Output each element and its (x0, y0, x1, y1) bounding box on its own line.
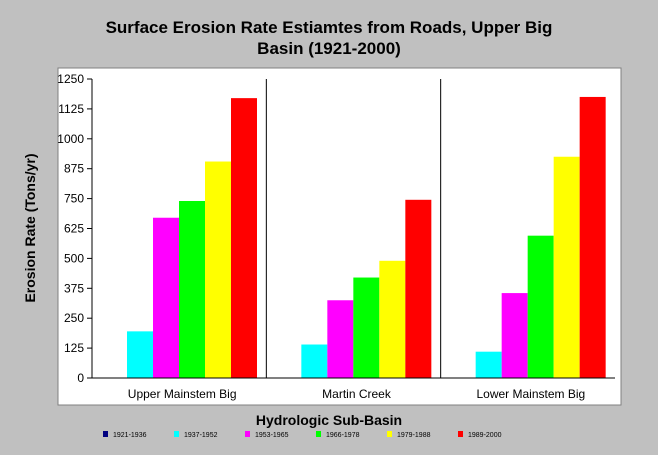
legend-swatch (174, 431, 179, 437)
bar (179, 200, 205, 378)
bar (553, 156, 580, 378)
legend-swatch (245, 431, 250, 437)
bar (579, 96, 606, 378)
bar (405, 199, 432, 378)
y-tick-label: 625 (64, 222, 84, 236)
y-tick-label: 875 (64, 162, 84, 176)
bar (153, 217, 179, 378)
y-tick-label: 1000 (57, 132, 84, 146)
legend-label: 1921-1936 (113, 432, 147, 439)
x-axis-title: Hydrologic Sub-Basin (256, 412, 402, 428)
y-tick-label: 125 (64, 341, 84, 355)
x-category-label: Lower Mainstem Big (476, 387, 585, 401)
legend-label: 1979-1988 (397, 432, 431, 439)
y-tick-label: 1250 (57, 72, 84, 86)
bar (527, 235, 554, 378)
bar (475, 351, 502, 378)
y-tick-label: 500 (64, 251, 84, 265)
y-tick-label: 1125 (58, 102, 84, 116)
bars-group (127, 96, 606, 379)
x-axis: Upper Mainstem Big Martin Creek Lower Main… (92, 79, 615, 401)
legend: 1921-1936 1937-1952 1953-1965 1966-1978 1979… (103, 431, 502, 439)
y-axis: 0 125 250 375 500 625 750 875 1000 1125 1250 (57, 72, 93, 385)
y-tick-label: 375 (64, 281, 84, 295)
chart-title-line2: Basin (1921-2000) (257, 39, 401, 58)
y-tick-label: 750 (64, 192, 84, 206)
legend-label: 1989-2000 (468, 432, 502, 439)
bar (353, 277, 380, 378)
bar (327, 300, 354, 378)
bar (501, 293, 528, 378)
legend-label: 1937-1952 (184, 432, 218, 439)
x-category-label: Martin Creek (322, 387, 392, 401)
legend-swatch (387, 431, 392, 437)
legend-swatch (458, 431, 463, 437)
bar (379, 260, 406, 378)
chart-title-line1: Surface Erosion Rate Estiamtes from Road… (106, 18, 553, 37)
bar (231, 98, 257, 379)
bar (205, 161, 231, 378)
y-axis-title: Erosion Rate (Tons/yr) (22, 153, 38, 302)
legend-label: 1966-1978 (326, 432, 360, 439)
y-tick-label: 0 (77, 371, 84, 385)
x-category-label: Upper Mainstem Big (128, 387, 237, 401)
bar (301, 344, 328, 378)
legend-swatch (103, 431, 108, 437)
legend-label: 1953-1965 (255, 432, 289, 439)
y-tick-label: 250 (64, 311, 84, 325)
bar (127, 331, 153, 378)
legend-swatch (316, 431, 321, 437)
